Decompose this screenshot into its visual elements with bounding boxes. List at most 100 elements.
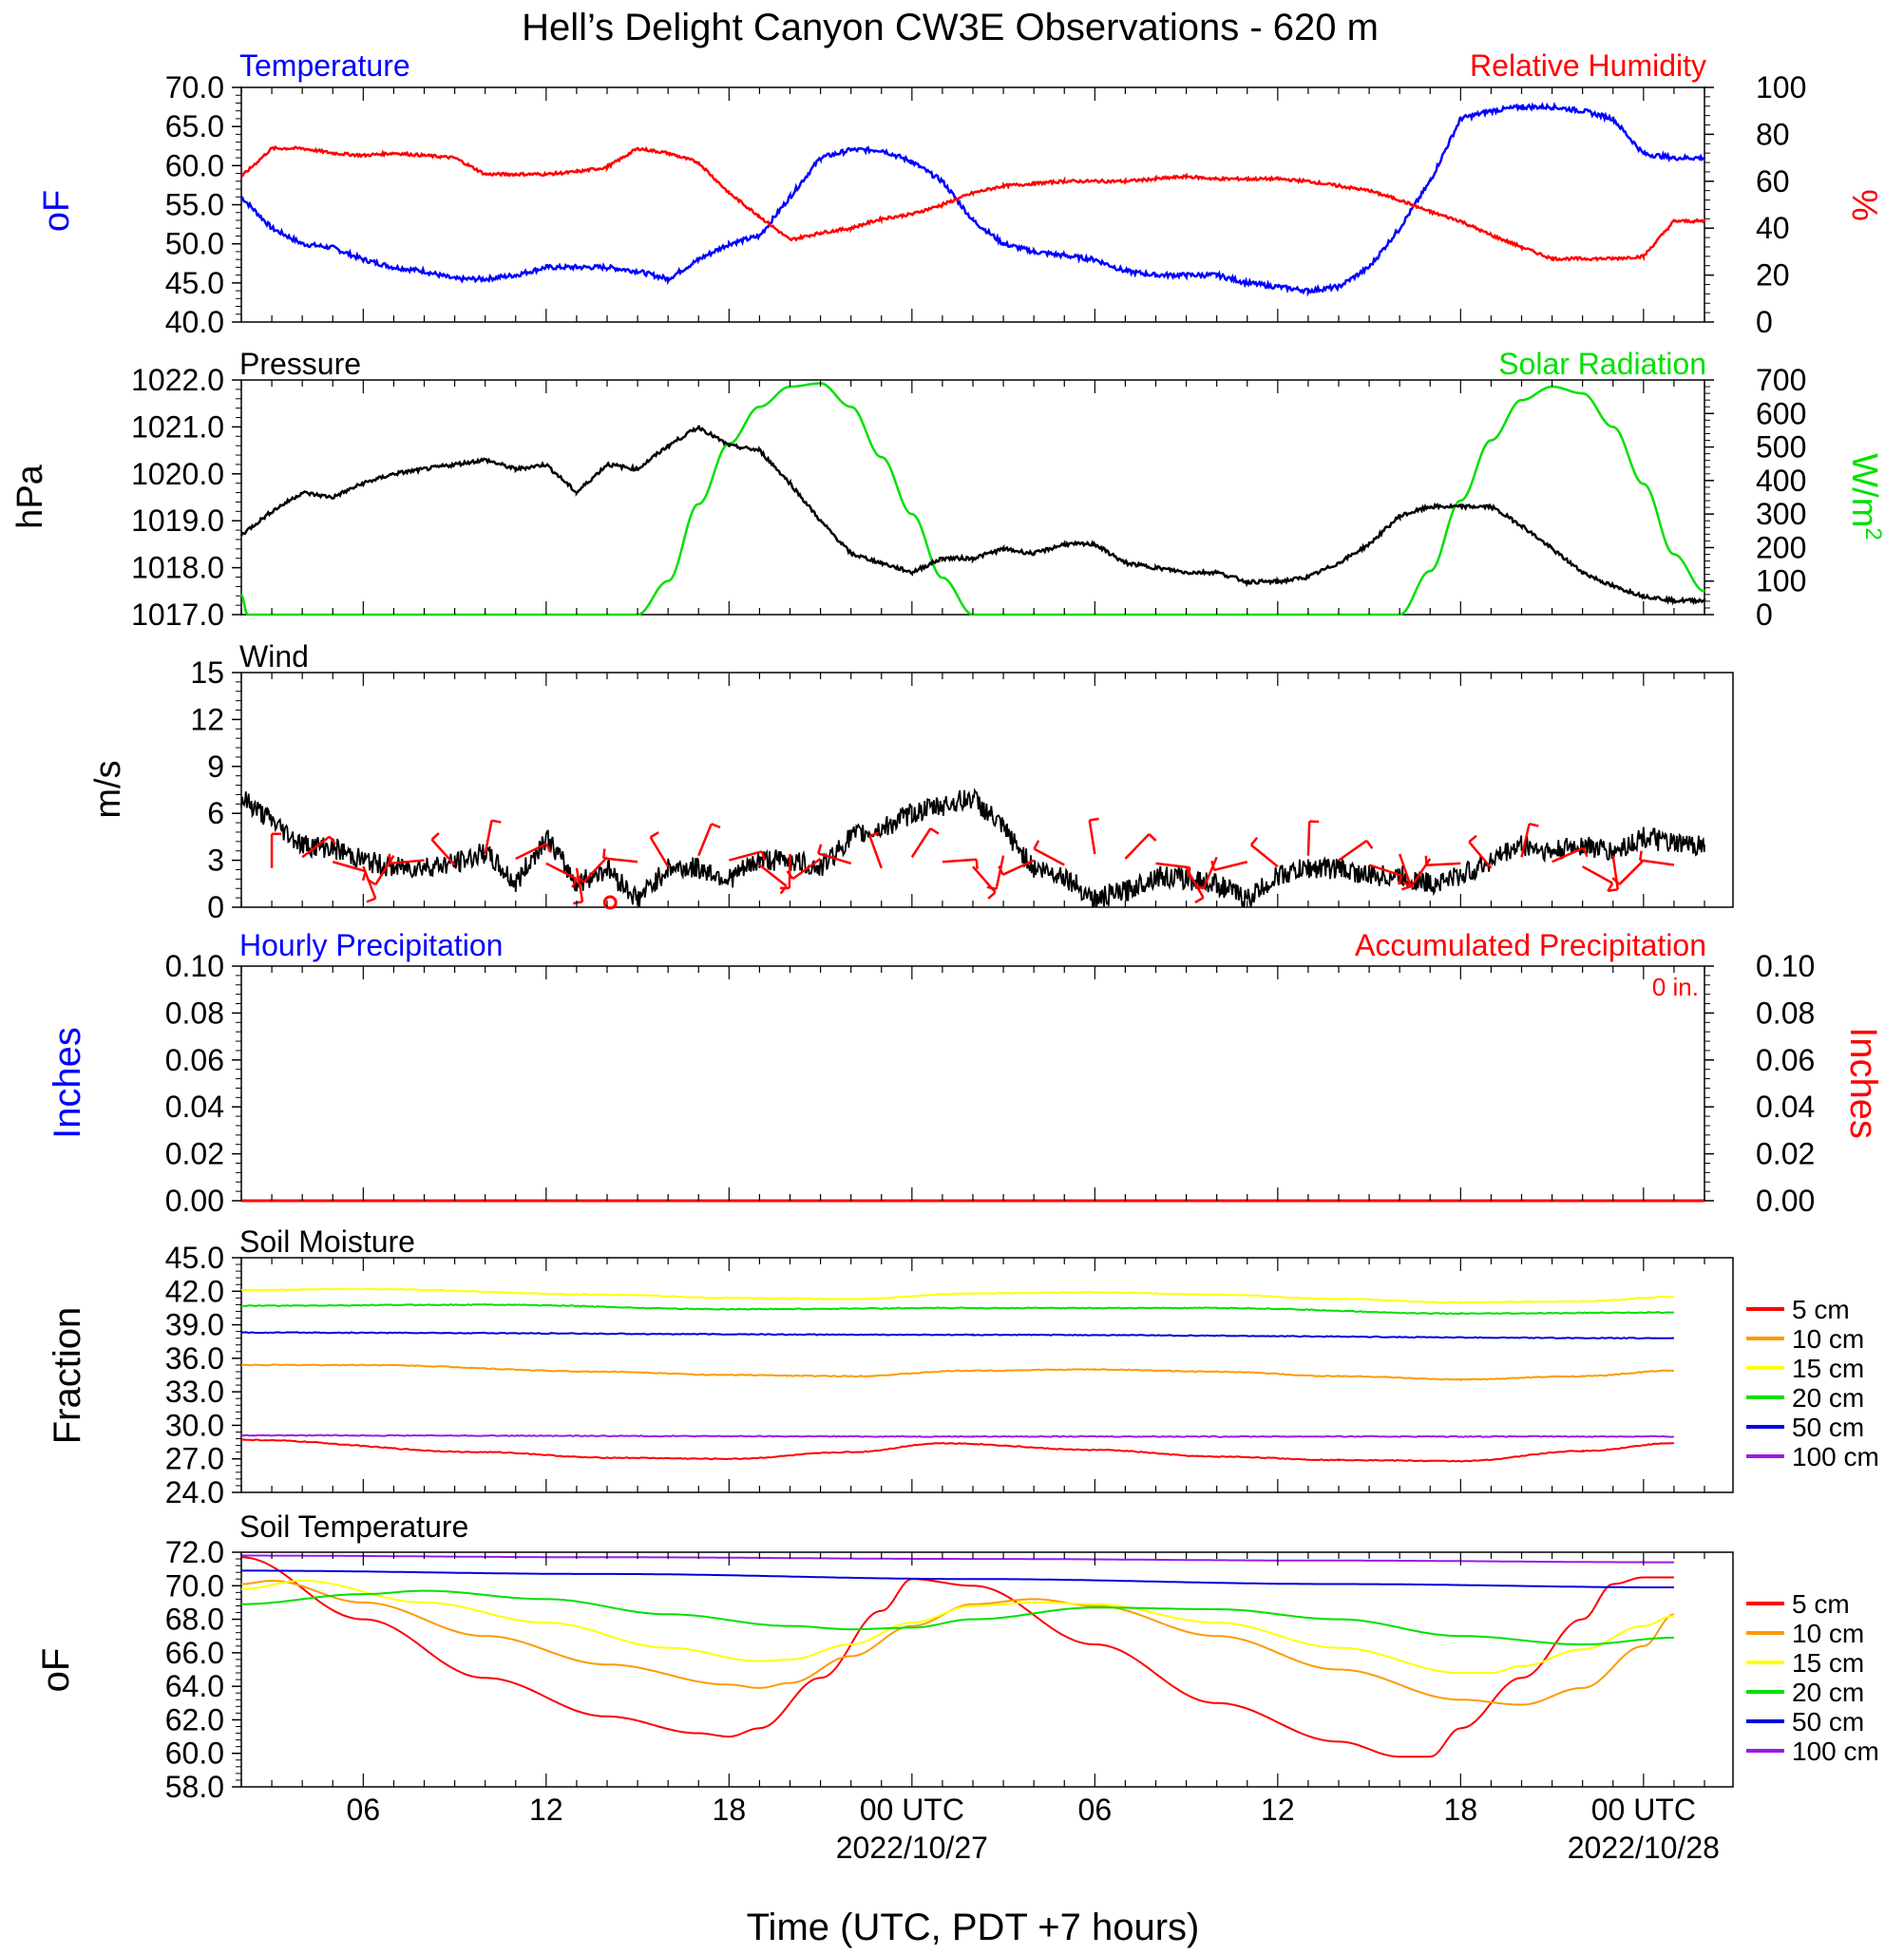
y-tick-label-right: 60 [1756,164,1790,199]
wind-barb [1611,855,1619,890]
legend-label: 10 cm [1792,1619,1864,1648]
wind-barb-flag [1148,833,1157,842]
y-tick-label-right: 100 [1756,564,1806,598]
wind-barb-flag [929,827,940,835]
wind-barb-flag [998,865,1004,876]
wind-barb [1582,865,1613,884]
soil-moisture-panel: Soil Moisture Fraction 45.042.039.036.03… [47,1224,1879,1509]
y-tick-label: 27.0 [165,1442,224,1476]
wind-unit: m/s [88,760,128,818]
series-line-50-cm [240,1331,1675,1340]
accum-precip-total: 0 in. [1652,973,1699,1001]
wind-barb [1213,861,1248,872]
y-tick-label: 0.04 [165,1090,224,1124]
y-tick-label-right: 0.00 [1756,1184,1815,1218]
wind-barb-flag [571,878,579,888]
wind-barb-flag [1639,850,1643,861]
x-tick-label: 12 [529,1793,563,1827]
wind-barb-flag [573,901,583,905]
series-line-15-cm [240,1287,1675,1304]
soil-temperature-plot-area [240,1551,1734,1788]
y-tick-label-right: 0.08 [1756,996,1815,1030]
wind-barb [791,857,822,881]
legend-label: 20 cm [1792,1383,1864,1413]
series-line-20-cm [241,1589,1674,1645]
series-line-temperature [240,102,1706,297]
series-line-100-cm [241,1554,1674,1564]
legend-label: 5 cm [1792,1589,1850,1619]
legend-label: 100 cm [1792,1737,1879,1766]
y-tick-label: 0 [207,890,224,924]
series-line-5-cm [240,1438,1674,1463]
y-tick-label-right: 0 [1756,598,1773,632]
wind-barb [1088,820,1096,855]
precipitation-panel: Hourly Precipitation Accumulated Precipi… [47,928,1884,1218]
pressure-solar-panel: Pressure Solar Radiation hPa W/m2 1022.0… [10,347,1886,632]
wind-plot-area [240,672,1734,908]
y-tick-label: 45.0 [165,266,224,300]
y-tick-label: 0.00 [165,1184,224,1218]
wind-barb-flag [760,850,766,862]
y-tick-label: 62.0 [165,1702,224,1737]
figure-title: Hell’s Delight Canyon CW3E Observations … [522,7,1379,48]
y-tick-label: 1021.0 [131,409,224,444]
legend-label: 5 cm [1792,1295,1850,1324]
precip-left-unit: Inches [47,1027,88,1139]
wind-barb-flag [711,823,721,829]
wind-barb [603,857,638,864]
y-tick-label-right: 500 [1756,430,1806,465]
legend-label: 50 cm [1792,1707,1864,1737]
wind-barb [515,843,547,861]
y-tick-label-right: 700 [1756,363,1806,397]
series-line-10-cm [240,1363,1675,1382]
soil-temperature-title: Soil Temperature [239,1509,468,1544]
y-tick-label: 58.0 [165,1770,224,1804]
temperature-unit: oF [37,190,77,232]
series-line-relative-humidity [240,144,1706,262]
x-tick-label: 00 UTC [860,1793,964,1827]
wind-barb [1124,833,1151,860]
wind-barb-flag [1611,877,1621,885]
wind-barb-flag [986,885,997,891]
series-line-10-cm [240,1579,1675,1706]
x-axis-label: Time (UTC, PDT +7 hours) [747,1907,1200,1948]
series-line-solar-radiation [239,382,1705,617]
wind-barb-flag [817,844,823,854]
y-tick-label: 55.0 [165,188,224,222]
y-tick-label: 50.0 [165,227,224,261]
wind-barb [301,835,331,859]
temperature-humidity-panel: Temperature Relative Humidity oF % 70.0 6… [37,48,1884,339]
y-tick-label: 30.0 [165,1408,224,1442]
series-line-pressure [239,425,1706,606]
wind-barb [1552,846,1584,864]
y-tick-label-right: 0.06 [1756,1043,1815,1077]
y-tick-label: 12 [190,702,224,736]
wind-barb [1618,859,1645,885]
wind-barb-flag [1529,823,1539,827]
wind-barb-flag [1402,881,1412,888]
wind-barb-flag [869,831,880,838]
temperature-title: Temperature [239,48,410,83]
wind-barb [1002,859,1035,876]
legend-label: 15 cm [1792,1354,1864,1383]
y-tick-label: 45.0 [165,1241,224,1275]
calm-wind-marker [602,895,618,910]
wind-barb [942,858,977,864]
series-line-5-cm [240,1556,1674,1758]
legend-label: 10 cm [1792,1324,1864,1354]
wind-barb [362,865,377,900]
solar-unit: W/m2 [1844,453,1886,540]
wind-barb [1185,867,1205,899]
y-tick-label: 1020.0 [131,457,224,491]
soil-moisture-plot-area [240,1257,1734,1493]
wind-barb-flag [1468,834,1477,844]
temperature-plot-area [240,86,1705,323]
y-tick-label: 40.0 [165,305,224,339]
wind-barb-flag [987,891,997,900]
y-tick-label: 33.0 [165,1375,224,1409]
wind-panel: Wind m/s 15 12 9 6 3 0 [88,639,1734,924]
x-tick-label: 06 [1078,1793,1113,1827]
wind-barb [1640,859,1675,866]
y-tick-label: 3 [207,844,224,878]
